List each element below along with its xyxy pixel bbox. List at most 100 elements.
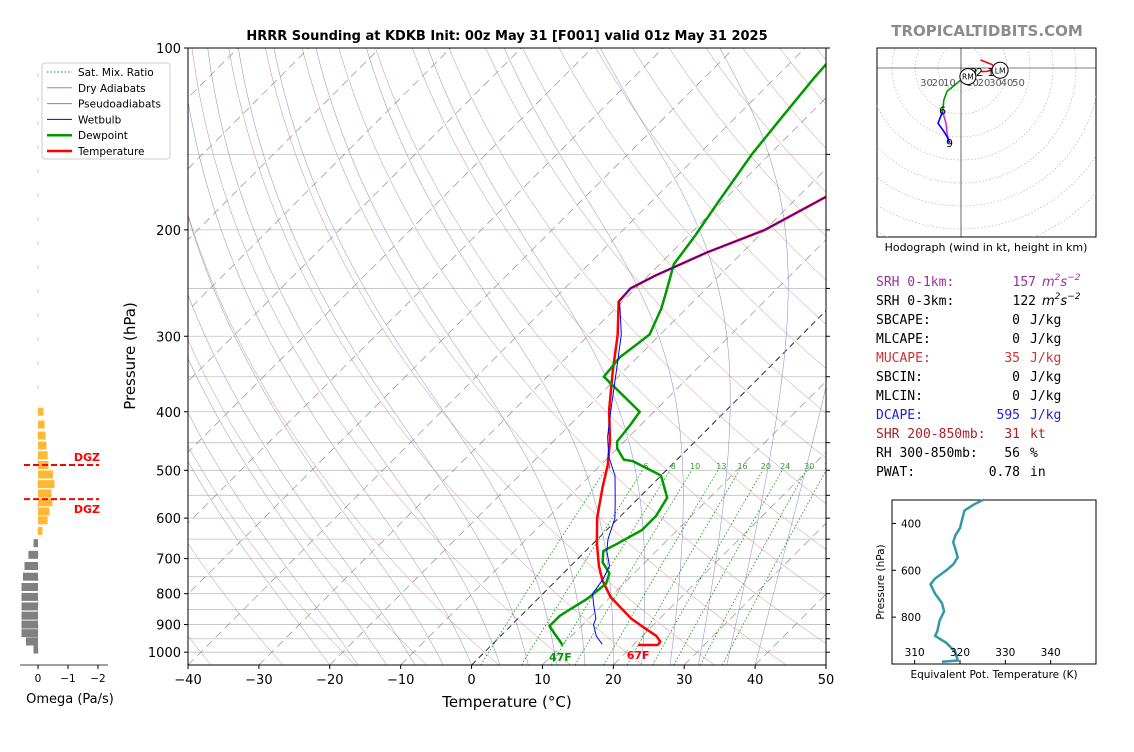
index-label: MLCAPE:: [876, 332, 931, 347]
hodograph-ring-label: 50: [1012, 78, 1025, 89]
theta-e-frame: [892, 500, 1096, 664]
omega-bar-rising: [38, 451, 48, 459]
index-value: 35: [1004, 351, 1020, 366]
x-axis-label: Temperature (°C): [441, 693, 571, 711]
omega-tick-label: 0: [35, 673, 42, 685]
index-unit: m2s−2: [1042, 273, 1081, 290]
y-axis-label: Pressure (hPa): [121, 302, 139, 410]
omega-bar-rising: [38, 489, 52, 497]
index-label: MUCAPE:: [876, 351, 931, 366]
surface-dewpoint-label: 47F: [549, 651, 572, 664]
index-unit: in: [1030, 465, 1046, 480]
y-tick-label: 300: [156, 330, 181, 345]
hodograph-marker-label: LM: [995, 66, 1006, 75]
index-unit: J/kg: [1030, 332, 1061, 347]
legend-label: Sat. Mix. Ratio: [78, 67, 154, 79]
x-tick-label: −20: [316, 673, 343, 688]
omega-tick-label: −1: [60, 673, 75, 685]
index-value: 0: [1012, 389, 1020, 404]
y-tick-label: 800: [156, 588, 181, 603]
omega-bar-sinking: [25, 562, 39, 570]
index-label: RH 300-850mb:: [876, 446, 978, 461]
omega-bar-sinking: [28, 551, 38, 559]
x-tick-label: −40: [174, 673, 201, 688]
y-tick-label: 700: [156, 553, 181, 568]
x-tick-label: 20: [605, 673, 622, 688]
x-tick-label: 50: [818, 673, 835, 688]
theta-e-x-tick-label: 340: [1041, 647, 1061, 659]
index-value: 0: [1012, 313, 1020, 328]
chart-title: HRRR Sounding at KDKB Init: 00z May 31 […: [246, 29, 767, 44]
index-unit: J/kg: [1030, 313, 1061, 328]
theta-e-x-label: Equivalent Pot. Temperature (K): [910, 669, 1077, 681]
dgz-label: DGZ: [74, 451, 100, 464]
hodograph-height-label: 6: [939, 105, 946, 118]
omega-axis-label: Omega (Pa/s): [26, 692, 114, 707]
omega-bar-rising: [38, 516, 48, 524]
index-label: SHR 200-850mb:: [876, 427, 986, 442]
theta-e-y-tick-label: 600: [901, 565, 921, 577]
mixing-ratio-label: 16: [737, 462, 747, 471]
mixing-ratio-label: 20: [761, 462, 771, 471]
mixing-ratio-label: 8: [671, 462, 676, 471]
y-tick-label: 600: [156, 512, 181, 527]
theta-e-x-tick-label: 320: [950, 647, 970, 659]
omega-bar-sinking: [22, 602, 39, 610]
omega-bar-sinking: [22, 612, 39, 620]
index-unit: kt: [1030, 427, 1046, 442]
omega-bar-rising: [38, 442, 46, 450]
legend: Sat. Mix. Ratio Dry Adiabats Pseudoadiabat…: [42, 63, 170, 159]
x-tick-label: 30: [676, 673, 693, 688]
omega-bar-rising: [38, 408, 43, 416]
theta-e-x-tick-label: 310: [905, 647, 925, 659]
index-unit: J/kg: [1030, 370, 1061, 385]
index-value: 0: [1012, 332, 1020, 347]
legend-label: Dry Adiabats: [78, 83, 146, 95]
index-value: 595: [997, 408, 1020, 423]
omega-bar-sinking: [22, 593, 39, 601]
y-tick-label: 200: [156, 224, 181, 239]
mixing-ratio-label: 30: [804, 462, 814, 471]
index-label: PWAT:: [876, 465, 915, 480]
theta-e-y-tick-label: 800: [901, 612, 921, 624]
legend-label: Wetbulb: [78, 114, 122, 126]
index-unit: J/kg: [1030, 408, 1061, 423]
theta-e-y-label: Pressure (hPa): [875, 544, 887, 619]
x-tick-label: 40: [747, 673, 764, 688]
index-value: 0.78: [989, 465, 1020, 480]
mixing-ratio-label: 24: [780, 462, 790, 471]
index-label: SBCIN:: [876, 370, 923, 385]
index-unit: %: [1030, 446, 1038, 461]
index-value: 56: [1004, 446, 1020, 461]
y-tick-label: 500: [156, 464, 181, 479]
omega-bar-rising: [38, 508, 49, 516]
omega-bar-sinking: [23, 573, 38, 581]
x-tick-label: −30: [245, 673, 272, 688]
omega-bar-rising: [38, 470, 53, 478]
y-tick-label: 900: [156, 619, 181, 634]
x-tick-label: 0: [467, 673, 475, 688]
index-label: SRH 0-1km:: [876, 275, 954, 290]
mixing-ratio-label: 13: [716, 462, 726, 471]
omega-tick-label: −2: [90, 673, 105, 685]
legend-label: Temperature: [77, 146, 145, 158]
theta-e-x-tick-label: 330: [995, 647, 1015, 659]
theta-e-y-tick-label: 400: [901, 518, 921, 530]
index-label: DCAPE:: [876, 408, 923, 423]
dgz-label: DGZ: [74, 503, 100, 516]
legend-label: Dewpoint: [78, 130, 128, 142]
legend-label: Pseudoadiabats: [78, 99, 161, 111]
surface-temperature-label: 67F: [627, 649, 650, 662]
index-label: SRH 0-3km:: [876, 294, 954, 309]
hodograph-ring-label: 10: [943, 78, 956, 89]
index-value: 122: [1013, 294, 1036, 309]
omega-bar-sinking: [22, 583, 39, 591]
omega-bar-sinking: [34, 539, 39, 547]
index-value: 157: [1013, 275, 1036, 290]
index-value: 0: [1012, 370, 1020, 385]
hodograph-title: Hodograph (wind in kt, height in km): [885, 241, 1088, 254]
index-label: MLCIN:: [876, 389, 923, 404]
x-tick-label: −10: [387, 673, 414, 688]
